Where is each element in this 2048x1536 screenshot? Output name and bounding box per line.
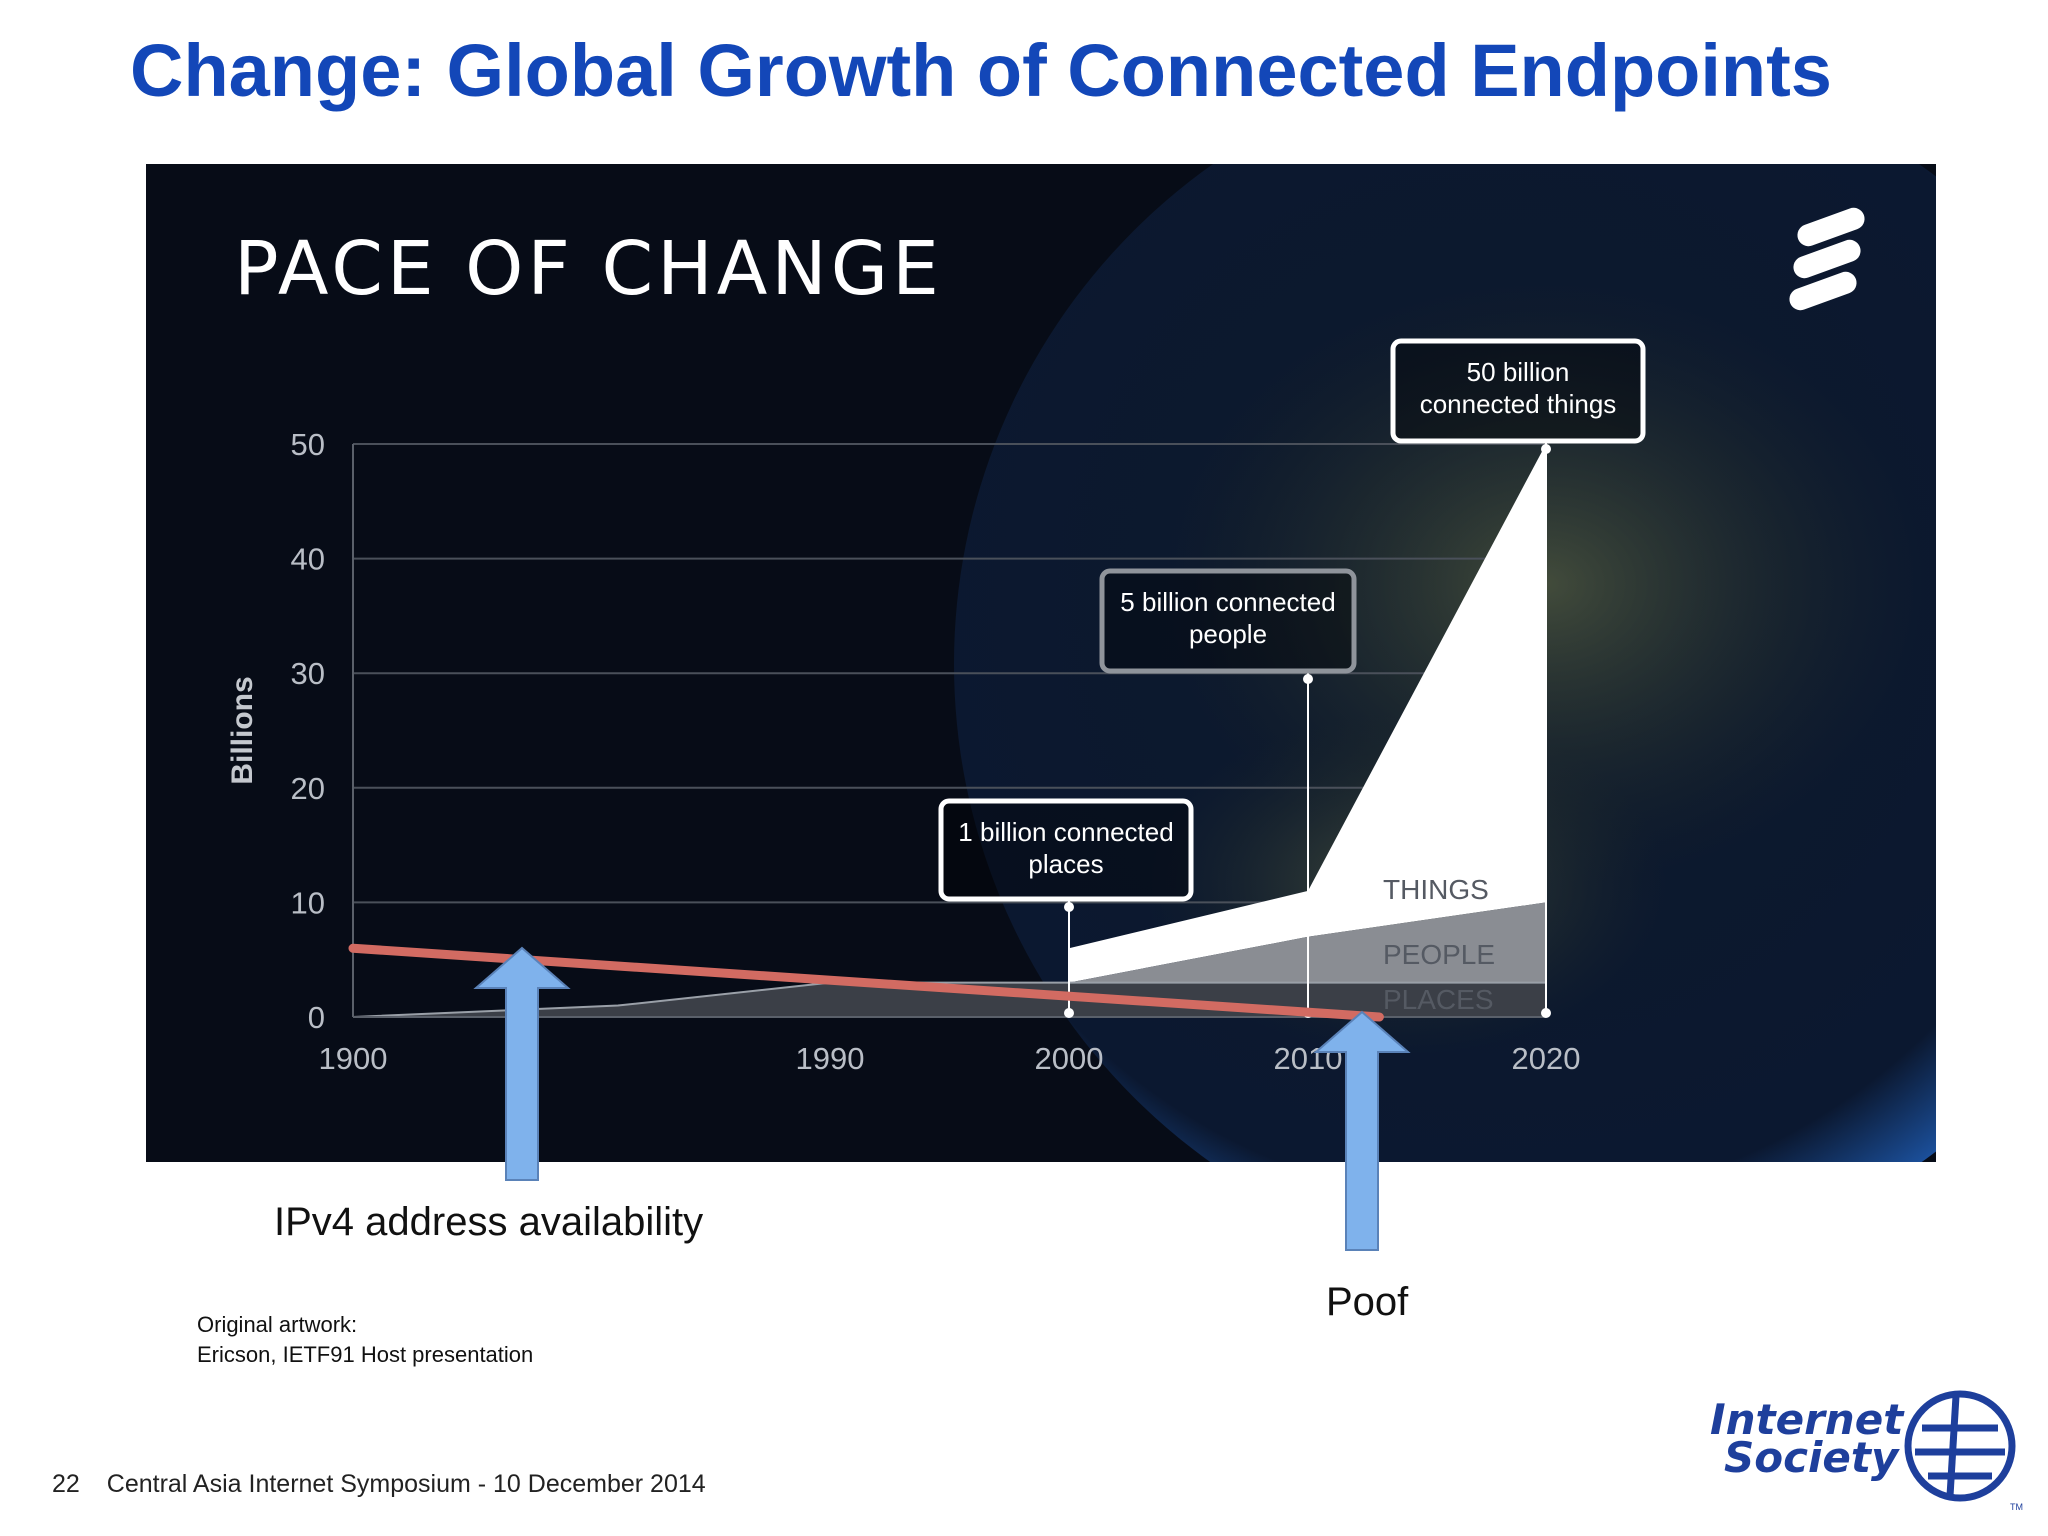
poof-label: Poof (1326, 1280, 1409, 1324)
callout-text: connected things (1420, 389, 1617, 419)
callout-dot (1303, 674, 1313, 684)
x-tick-label: 2000 (1035, 1041, 1104, 1076)
ipv4-availability-label: IPv4 address availability (274, 1200, 704, 1244)
x-tick-label: 1900 (319, 1041, 388, 1076)
callout-dot (1303, 1008, 1313, 1018)
callout-text: 5 billion connected (1120, 587, 1335, 617)
pace-of-change-chart: PACE OF CHANGE PLACES PEOPLE THINGS 0 10 20 3… (226, 164, 1936, 1162)
places-area (353, 982, 1546, 1017)
series-label-things: THINGS (1383, 874, 1489, 905)
credit-line: Ericson, IETF91 Host presentation (197, 1342, 534, 1367)
callout-text: people (1189, 619, 1267, 649)
things-area (1069, 444, 1546, 983)
callout-dot (1064, 1008, 1074, 1018)
y-tick-label: 20 (291, 771, 325, 806)
footer: 22 Central Asia Internet Symposium - 10 … (52, 1470, 706, 1499)
series-label-people: PEOPLE (1383, 939, 1495, 970)
artwork-credit: Original artwork: Ericson, IETF91 Host p… (197, 1310, 533, 1370)
callout-text: 50 billion (1467, 357, 1570, 387)
internet-society-logo: Internet Society TM (1710, 1390, 2023, 1512)
x-tick-label: 2020 (1512, 1041, 1581, 1076)
callout-frame (938, 798, 1194, 902)
callout-frame (1099, 568, 1357, 674)
y-tick-label: 40 (291, 542, 325, 577)
credit-line: Original artwork: (197, 1312, 358, 1337)
trademark-mark: TM (2010, 1502, 2023, 1512)
panel-title: PACE OF CHANGE (234, 226, 943, 312)
page-number: 22 (52, 1470, 80, 1498)
callout-text: 1 billion connected (958, 817, 1173, 847)
x-tick-label: 1990 (796, 1041, 865, 1076)
callout-dot (1541, 1008, 1551, 1018)
callout-text: places (1028, 849, 1103, 879)
series-label-places: PLACES (1383, 984, 1494, 1015)
callout-dot (1064, 902, 1074, 912)
logo-word: Society (1724, 1433, 1900, 1482)
slide-title: Change: Global Growth of Connected Endpo… (130, 29, 1832, 112)
globe-icon (1904, 1390, 2016, 1502)
chart-panel: PACE OF CHANGE PLACES PEOPLE THINGS 0 10 20 3… (146, 164, 1936, 1162)
brand-logo-icon (1789, 207, 1865, 311)
y-axis-label: Billions (226, 676, 259, 784)
y-tick-label: 50 (291, 427, 325, 462)
callout-dot (1541, 444, 1551, 454)
x-tick-label: 2010 (1274, 1041, 1343, 1076)
footer-text: Central Asia Internet Symposium - 10 Dec… (106, 1470, 706, 1498)
y-tick-label: 30 (291, 656, 325, 691)
y-tick-label: 10 (291, 885, 325, 920)
logo-word: Internet (1710, 1395, 1905, 1444)
y-tick-label: 0 (308, 1000, 325, 1035)
callout-frame (1390, 338, 1646, 444)
